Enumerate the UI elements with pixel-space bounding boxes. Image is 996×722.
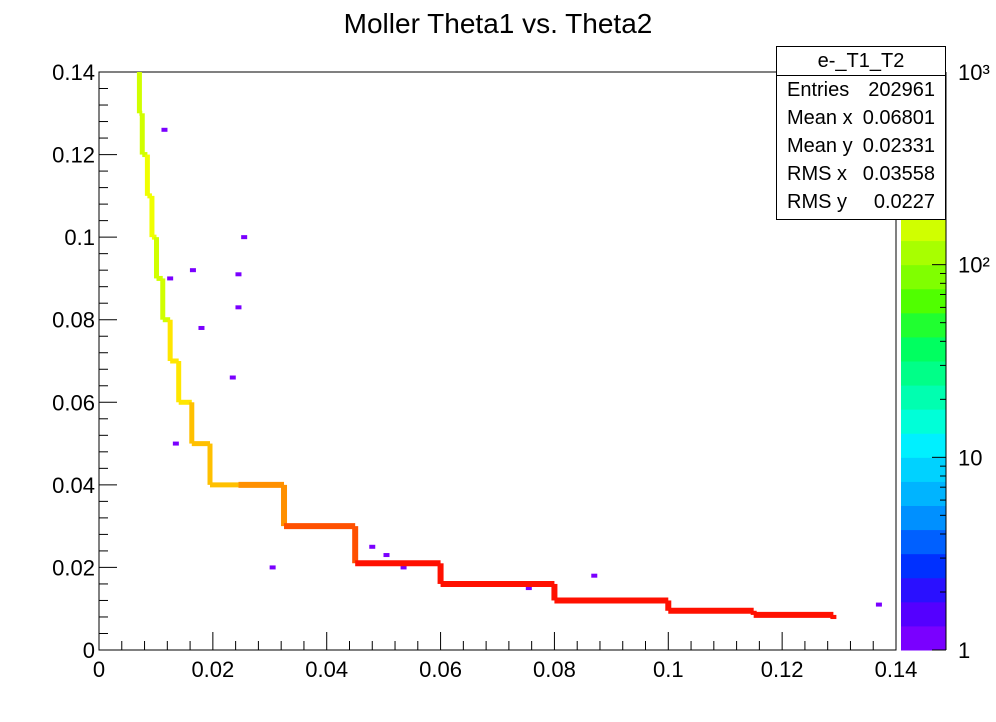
x-tick-label: 0.12 (761, 657, 804, 682)
palette-band (901, 601, 946, 627)
palette-tick-label: 1 (958, 638, 970, 663)
histogram-cell (591, 573, 598, 578)
x-tick-label: 0.08 (533, 657, 576, 682)
palette-band (901, 288, 946, 314)
histogram-cell (167, 276, 174, 281)
palette-band (901, 505, 946, 531)
y-tick-label: 0.04 (52, 473, 95, 498)
y-tick-label: 0 (83, 638, 95, 663)
stats-label: Mean y (787, 135, 853, 157)
histogram-cell (161, 127, 168, 132)
histogram-cell (189, 268, 196, 273)
palette-band (901, 529, 946, 555)
stats-row-mean-x: Mean x 0.06801 (777, 104, 945, 132)
plot-frame (98, 71, 897, 651)
y-tick-label: 0.02 (52, 555, 95, 580)
histogram-cell (875, 602, 882, 607)
histogram-cell (241, 235, 248, 240)
y-tick-label: 0.14 (52, 60, 95, 85)
palette-band (901, 264, 946, 290)
stats-row-entries: Entries 202961 (777, 76, 945, 104)
y-tick-label: 0.06 (52, 390, 95, 415)
x-tick-label: 0 (93, 657, 105, 682)
palette-band (901, 240, 946, 266)
chart-title: Moller Theta1 vs. Theta2 (343, 8, 653, 39)
histogram-cell (400, 565, 407, 570)
palette-tick-label: 10³ (958, 60, 990, 85)
histogram-cell (269, 565, 276, 570)
palette-band (901, 553, 946, 579)
x-tick-label: 0.04 (305, 657, 348, 682)
palette-band (901, 336, 946, 362)
histogram-cell (235, 272, 242, 277)
stats-box-name: e-_T1_T2 (777, 47, 945, 76)
palette-band (901, 409, 946, 434)
stats-label: Entries (787, 79, 850, 101)
x-tick-label: 0.06 (419, 657, 462, 682)
palette-band (901, 216, 946, 242)
stats-row-rms-y: RMS y 0.0227 (777, 188, 945, 216)
histogram-cell (525, 586, 532, 591)
palette-band (901, 457, 946, 482)
histogram-cell (229, 375, 236, 380)
histogram-cell (172, 441, 179, 446)
palette-band (901, 625, 946, 651)
stats-box: e-_T1_T2 Entries 202961 Mean x 0.06801 M… (776, 46, 946, 220)
y-tick-label: 0.08 (52, 308, 95, 333)
stats-value: 0.03558 (862, 163, 935, 185)
stats-row-mean-y: Mean y 0.02331 (777, 132, 945, 160)
palette-band (901, 385, 946, 410)
stats-label: RMS x (787, 163, 847, 185)
palette-band (901, 433, 946, 458)
palette-tick-label: 10 (958, 445, 982, 470)
y-tick-label: 0.12 (52, 143, 95, 168)
stats-value: 202961 (868, 79, 935, 101)
histogram-cell (383, 553, 390, 558)
stats-value: 0.02331 (862, 135, 935, 157)
palette-band (901, 481, 946, 506)
palette-band (901, 312, 946, 338)
y-tick-label: 0.1 (64, 225, 95, 250)
stats-value: 0.0227 (873, 191, 935, 213)
histogram-cell (198, 325, 205, 330)
stats-label: Mean x (787, 107, 853, 129)
x-tick-label: 0.02 (191, 657, 234, 682)
x-tick-label: 0.14 (875, 657, 918, 682)
x-tick-label: 0.1 (653, 657, 684, 682)
histogram-cell (235, 305, 242, 310)
histogram-cell (369, 544, 376, 549)
palette-band (901, 577, 946, 603)
stats-value: 0.06801 (862, 107, 935, 129)
palette-tick-label: 10² (958, 253, 990, 278)
stats-label: RMS y (787, 191, 847, 213)
palette-band (901, 361, 946, 386)
stats-row-rms-x: RMS x 0.03558 (777, 160, 945, 188)
